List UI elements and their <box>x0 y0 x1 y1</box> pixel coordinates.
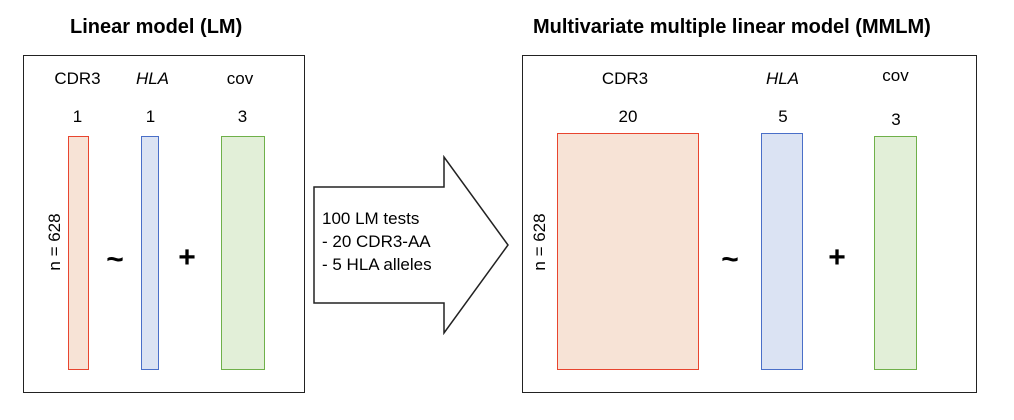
right-plus: + <box>828 241 846 274</box>
right-hla-block <box>761 133 803 370</box>
left-hla-block <box>141 136 159 370</box>
arrow-text-line1: 100 LM tests <box>322 209 420 228</box>
arrow-text-line3: - 5 HLA alleles <box>322 255 432 274</box>
left-n-label: n = 628 <box>45 213 64 271</box>
big-arrow <box>313 155 509 335</box>
left-tilde: ~ <box>106 243 124 276</box>
right-title: Multivariate multiple linear model (MMLM… <box>533 16 931 38</box>
right-cov-header: cov <box>882 66 909 85</box>
left-cdr3-block <box>68 136 89 370</box>
left-plus: + <box>178 241 196 274</box>
left-hla-header: HLA <box>135 69 170 88</box>
left-title: Linear model (LM) <box>70 16 243 38</box>
right-cdr3-block <box>557 133 699 370</box>
right-hla-count: 5 <box>778 107 788 126</box>
right-hla-header: HLA <box>765 69 800 88</box>
left-hla-count: 1 <box>145 107 156 126</box>
right-cdr3-count: 20 <box>618 107 638 126</box>
right-cov-block <box>874 136 917 370</box>
left-cov-count: 3 <box>237 107 248 126</box>
arrow-text-line2: - 20 CDR3-AA <box>322 232 431 251</box>
right-tilde: ~ <box>721 243 739 276</box>
right-n-label: n = 628 <box>530 213 549 271</box>
left-cov-header: cov <box>226 69 254 88</box>
left-cov-block <box>221 136 265 370</box>
right-cov-count: 3 <box>891 110 901 129</box>
right-cdr3-header: CDR3 <box>601 69 649 88</box>
left-cdr3-count: 1 <box>72 107 83 126</box>
left-cdr3-header: CDR3 <box>54 69 101 88</box>
